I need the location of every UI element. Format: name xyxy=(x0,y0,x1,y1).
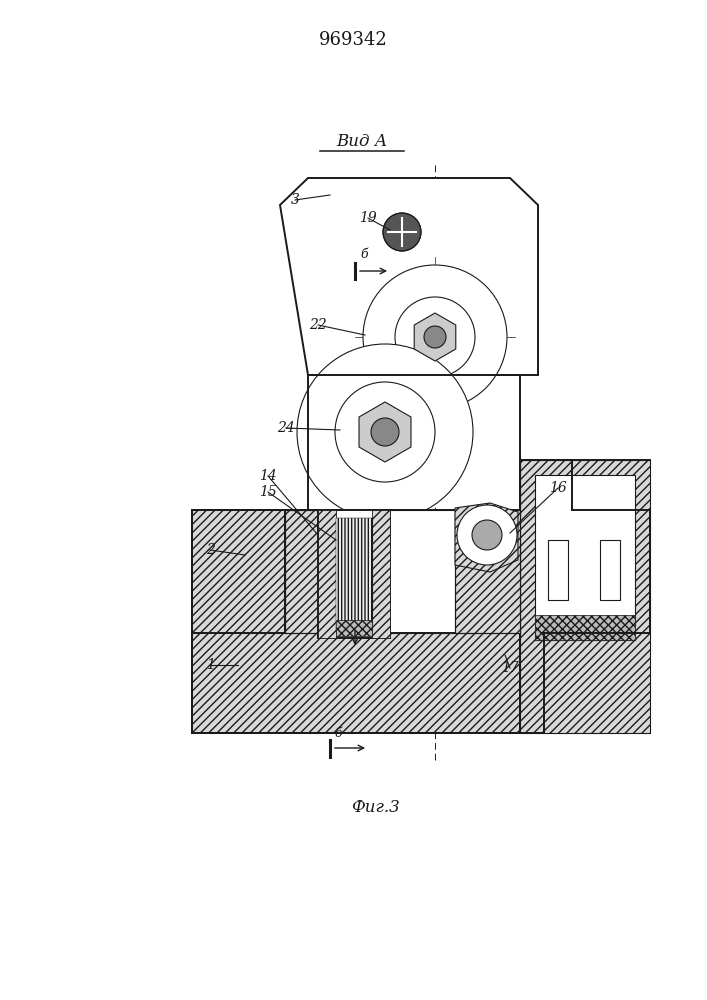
Bar xyxy=(336,518,372,630)
Text: б: б xyxy=(334,727,341,740)
Bar xyxy=(520,510,650,733)
Bar xyxy=(520,460,572,512)
Bar xyxy=(336,620,372,636)
Circle shape xyxy=(424,326,446,348)
Circle shape xyxy=(371,418,399,446)
Circle shape xyxy=(335,382,435,482)
Polygon shape xyxy=(359,402,411,462)
Bar xyxy=(318,510,336,638)
Circle shape xyxy=(363,265,507,409)
Bar xyxy=(285,510,520,633)
Text: 24: 24 xyxy=(277,421,295,435)
Polygon shape xyxy=(280,178,538,375)
Circle shape xyxy=(472,520,502,550)
Text: 15: 15 xyxy=(259,485,277,499)
Polygon shape xyxy=(414,313,456,361)
Bar xyxy=(520,460,650,733)
Text: 22: 22 xyxy=(309,318,327,332)
Circle shape xyxy=(297,344,473,520)
Text: 2: 2 xyxy=(206,543,214,557)
Circle shape xyxy=(383,213,421,251)
Text: 19: 19 xyxy=(359,211,377,225)
Bar xyxy=(318,510,390,638)
Text: 14: 14 xyxy=(259,469,277,483)
Bar xyxy=(535,615,635,640)
Bar xyxy=(548,540,568,600)
Bar xyxy=(535,475,635,640)
Bar xyxy=(520,460,650,733)
Text: 17: 17 xyxy=(501,661,519,675)
Text: Фиг.3: Фиг.3 xyxy=(351,800,399,816)
Text: 969342: 969342 xyxy=(319,31,387,49)
Bar xyxy=(600,540,620,600)
Text: Вид А: Вид А xyxy=(337,133,387,150)
Bar xyxy=(192,510,285,633)
Bar xyxy=(192,633,544,733)
Text: 3: 3 xyxy=(291,193,300,207)
Circle shape xyxy=(395,297,475,377)
Text: 16: 16 xyxy=(549,481,567,495)
Text: б: б xyxy=(360,248,368,261)
Polygon shape xyxy=(455,503,518,572)
Circle shape xyxy=(457,505,517,565)
Bar xyxy=(372,510,390,638)
Text: 1: 1 xyxy=(206,658,214,672)
Bar xyxy=(336,518,372,630)
Bar xyxy=(455,510,520,633)
Bar xyxy=(285,510,327,633)
